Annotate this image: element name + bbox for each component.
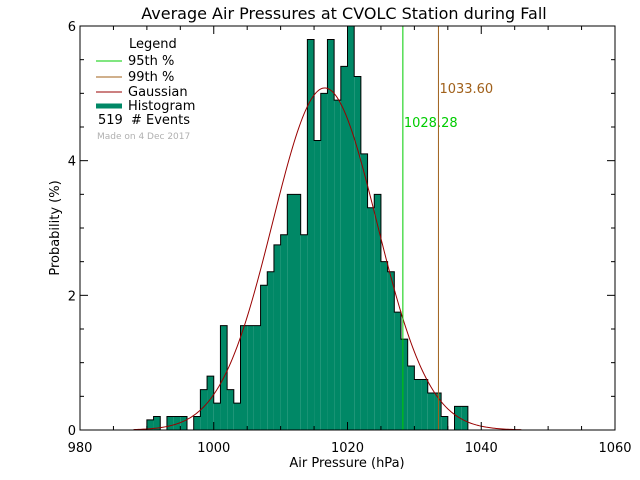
- histogram-bar: [227, 389, 234, 430]
- y-tick-label: 2: [68, 289, 76, 304]
- histogram-bar: [260, 285, 268, 430]
- histogram-bar: [314, 140, 321, 430]
- histogram-outline: [146, 25, 469, 431]
- histogram-bar: [421, 379, 428, 430]
- legend: Legend 95th % 99th % Gaussian Histogram …: [96, 37, 195, 142]
- histogram-bar: [320, 93, 328, 430]
- y-tick-label: 6: [68, 20, 76, 35]
- histogram-bar: [401, 339, 408, 430]
- gaussian-curve: [133, 87, 522, 431]
- histogram-bar: [360, 153, 368, 430]
- histogram-bar: [146, 419, 154, 430]
- histogram-bar: [374, 194, 381, 430]
- histogram-bar: [240, 325, 248, 430]
- histogram-bar: [193, 416, 201, 430]
- x-tick-label: 1060: [598, 441, 631, 456]
- histogram-bar: [233, 403, 241, 430]
- histogram-bar: [307, 39, 315, 430]
- histogram-bar: [180, 416, 187, 430]
- histogram-bar: [207, 376, 214, 430]
- x-axis: 980 1000 1020 1040 1060: [68, 26, 632, 456]
- histogram-bar: [434, 392, 442, 430]
- x-tick-label: 1040: [465, 441, 498, 456]
- histogram-bar: [294, 194, 301, 430]
- histogram-bar: [407, 366, 415, 430]
- histogram-bar: [454, 406, 462, 430]
- histogram-bar: [166, 416, 174, 430]
- histogram-bar: [347, 26, 355, 430]
- events-count: 519: [98, 113, 123, 128]
- events-label: # Events: [131, 113, 190, 128]
- footnote: Made on 4 Dec 2017: [97, 132, 190, 142]
- histogram-bar: [213, 403, 221, 430]
- y-axis-label: Probability (%): [48, 180, 63, 275]
- histogram-bar: [273, 244, 281, 430]
- percentile-label: 1028.28: [404, 116, 458, 131]
- histogram-bar: [354, 76, 361, 430]
- legend-label-99th: 99th %: [128, 70, 174, 85]
- legend-label-gaussian: Gaussian: [128, 85, 188, 100]
- histogram-bar: [173, 416, 181, 430]
- histogram-bar: [300, 234, 308, 430]
- histogram-bar: [267, 271, 274, 430]
- histogram-bar: [287, 194, 294, 430]
- legend-label-histogram: Histogram: [128, 99, 195, 114]
- histogram-bar: [427, 392, 435, 430]
- histogram-bar: [461, 406, 468, 430]
- y-tick-label: 0: [68, 424, 76, 439]
- legend-title: Legend: [129, 37, 177, 52]
- histogram-bar: [253, 325, 261, 430]
- histogram-bar: [280, 234, 288, 430]
- histogram-bar: [394, 312, 401, 430]
- y-tick-label: 4: [68, 155, 76, 170]
- histogram-bar: [387, 271, 395, 430]
- chart-title: Average Air Pressures at CVOLC Station d…: [141, 4, 546, 23]
- x-tick-label: 1000: [197, 441, 230, 456]
- legend-label-95th: 95th %: [128, 54, 174, 69]
- histogram-bars: [146, 25, 469, 431]
- histogram-bar: [367, 207, 375, 430]
- y-axis: 0 2 4 6: [68, 20, 615, 439]
- histogram-bar: [153, 416, 161, 430]
- percentile-lines: 1028.28 1033.60: [402, 26, 493, 430]
- x-tick-label: 1020: [331, 441, 364, 456]
- x-tick-label: 980: [68, 441, 93, 456]
- histogram-bar: [441, 416, 448, 430]
- histogram-bar: [414, 379, 422, 430]
- histogram-bar: [200, 389, 208, 430]
- histogram-bar: [380, 261, 388, 430]
- histogram-bar: [327, 39, 335, 430]
- x-axis-label: Air Pressure (hPa): [289, 456, 404, 471]
- histogram-bar: [340, 66, 348, 431]
- histogram-bar: [247, 325, 254, 430]
- histogram-bar: [334, 100, 341, 431]
- percentile-label: 1033.60: [439, 82, 493, 97]
